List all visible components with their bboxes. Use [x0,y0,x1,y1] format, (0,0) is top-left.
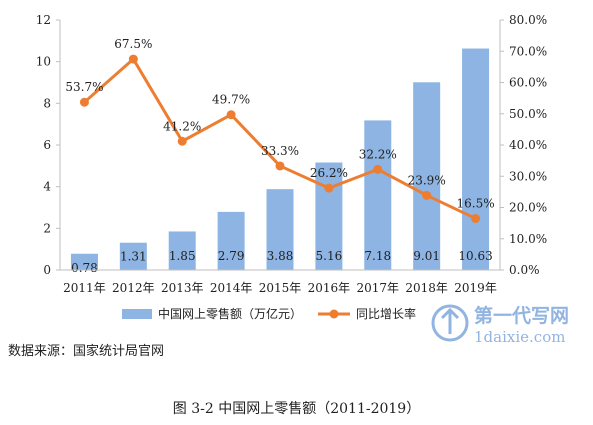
line-series [79,54,481,223]
right-y-axis: 0.0% 10.0% 20.0% 30.0% 40.0% 50.0% 60.0% 70.0% 8… [499,13,547,277]
line-point [324,183,334,193]
right-tick-label: 40.0% [509,138,547,152]
x-tick-label: 2016年 [308,281,351,295]
line-value-labels: 53.7% 67.5% 41.2% 49.7% 33.3% 26.2% 32.2% 23.9%… [65,37,494,210]
left-tick-label: 2 [43,221,51,235]
x-tick-label: 2018年 [405,281,448,295]
bar [168,231,196,270]
legend-bar-swatch [122,309,152,319]
left-tick-label: 6 [43,138,51,152]
line-point [177,136,187,146]
line-point [471,213,481,223]
bar-value-label: 0.78 [71,261,98,275]
x-tick-label: 2012年 [112,281,155,295]
line-value-label: 26.2% [310,166,348,180]
bar-series [70,48,490,271]
left-tick-label: 0 [43,263,51,277]
left-tick-label: 8 [43,96,51,110]
bar [315,162,343,270]
line-point [128,54,138,64]
line-point [275,161,285,171]
line-value-label: 67.5% [114,37,152,51]
bar [119,242,147,270]
x-tick-label: 2017年 [357,281,400,295]
line-value-label: 49.7% [212,93,250,107]
watermark-url: 1daixie.com [474,328,565,346]
line-value-label: 32.2% [359,147,397,161]
bar-value-label: 7.18 [364,249,391,263]
source-note: 数据来源：国家统计局官网 [8,344,165,359]
bar [217,211,245,270]
bar [70,253,98,270]
right-tick-label: 70.0% [509,44,547,58]
bar-value-label: 3.88 [267,249,294,263]
left-y-axis: 0 2 4 6 8 10 12 [36,13,61,277]
bar [462,48,490,270]
line-value-label: 23.9% [408,173,446,187]
right-tick-label: 0.0% [509,263,540,277]
line-point [226,110,236,120]
bar [413,82,441,271]
bar [364,120,392,271]
figure-caption: 图 3-2 中国网上零售额（2011-2019） [172,401,421,417]
bar-value-label: 9.01 [413,249,440,263]
legend-line-marker [329,309,339,319]
chart-legend: 中国网上零售额（万亿元） 同比增长率 [122,306,416,321]
bar-value-label: 1.31 [120,250,147,264]
combo-chart: 0 2 4 6 8 10 12 0.0% 10.0% 20.0% 30.0% 40.0% 50.0% 6… [36,13,547,321]
line-point [373,164,383,174]
right-tick-label: 50.0% [509,107,547,121]
x-tick-label: 2015年 [259,281,302,295]
legend-line-label: 同比增长率 [356,306,416,321]
line-value-label: 53.7% [65,80,103,94]
line-value-label: 16.5% [456,196,494,210]
x-tick-label: 2013年 [161,281,204,295]
right-tick-label: 60.0% [509,76,547,90]
x-tick-label: 2014年 [210,281,253,295]
line-point [79,97,89,107]
bar-value-labels: 0.78 1.31 1.85 2.79 3.88 5.16 7.18 9.01 10.63 [71,249,493,275]
x-tick-label: 2019年 [454,281,497,295]
line-value-label: 33.3% [261,144,299,158]
bar-value-label: 1.85 [169,249,196,263]
right-tick-label: 30.0% [509,169,547,183]
bar-value-label: 10.63 [458,249,492,263]
line-point [422,190,432,200]
right-tick-label: 20.0% [509,201,547,215]
legend-bar-label: 中国网上零售额（万亿元） [158,306,302,321]
left-tick-label: 12 [36,13,51,27]
right-tick-label: 10.0% [509,232,547,246]
x-tick-label: 2011年 [63,281,106,295]
bar-value-label: 5.16 [316,249,343,263]
bar [266,189,294,270]
left-tick-label: 10 [36,55,51,69]
line-value-label: 41.2% [163,119,201,133]
bar-value-label: 2.79 [218,249,245,263]
x-axis: 2011年 2012年 2013年 2014年 2015年 2016年 2017年 2018年… [60,269,500,295]
left-tick-label: 4 [43,180,51,194]
right-tick-label: 80.0% [509,13,547,27]
